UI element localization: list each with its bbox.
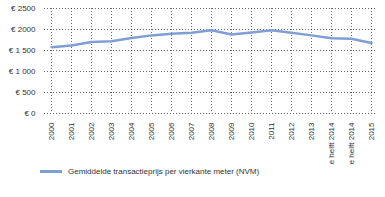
svg-text:2007: 2007: [187, 122, 196, 140]
svg-text:2004: 2004: [127, 122, 136, 140]
svg-text:2005: 2005: [147, 122, 156, 140]
svg-text:€ 2500: € 2500: [11, 4, 36, 13]
svg-text:2009: 2009: [227, 122, 236, 140]
svg-text:2000: 2000: [47, 122, 56, 140]
svg-text:2006: 2006: [167, 122, 176, 140]
svg-text:€ 0: € 0: [24, 109, 36, 118]
svg-text:2012: 2012: [287, 122, 296, 140]
svg-text:€ 1 500: € 1 500: [9, 46, 36, 55]
svg-text:2010: 2010: [247, 122, 256, 140]
svg-text:€ 500: € 500: [15, 88, 36, 97]
svg-text:2011: 2011: [267, 122, 276, 140]
svg-text:2008: 2008: [207, 122, 216, 140]
html-text:Gemiddelde transactieprijs per: Gemiddelde transactieprijs per vierkante…: [68, 167, 260, 176]
svg-text:2013: 2013: [307, 122, 316, 140]
svg-text:2001: 2001: [67, 122, 76, 140]
svg-text:€ 1 000: € 1 000: [9, 67, 36, 76]
svg-text:2e helft 2014: 2e helft 2014: [347, 122, 356, 165]
svg-text:1e helft 2014: 1e helft 2014: [327, 122, 336, 165]
svg-text:2015: 2015: [367, 122, 376, 140]
svg-text:2002: 2002: [87, 122, 96, 140]
svg-text:€ 2000: € 2000: [11, 25, 36, 34]
svg-text:2003: 2003: [107, 122, 116, 140]
